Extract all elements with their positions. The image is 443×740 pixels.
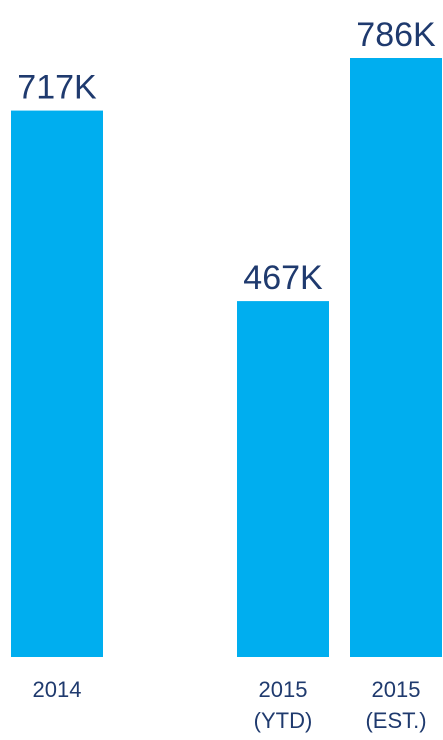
value-label-0: 717K xyxy=(17,69,97,107)
bar-0 xyxy=(11,110,103,657)
bars-group xyxy=(11,58,442,657)
category-label-1-line-0: 2015 xyxy=(259,677,308,702)
value-labels-group: 717K 467K 786K xyxy=(17,16,436,297)
value-label-1: 467K xyxy=(243,259,323,297)
category-labels-group: 2014 2015 (YTD) 2015 (EST.) xyxy=(33,677,427,733)
category-label-1-line-1: (YTD) xyxy=(254,708,313,733)
bar-1 xyxy=(237,301,329,657)
category-label-0-line-0: 2014 xyxy=(33,677,82,702)
category-label-2-line-1: (EST.) xyxy=(365,708,426,733)
value-label-2: 786K xyxy=(356,16,436,54)
category-label-2-line-0: 2015 xyxy=(372,677,421,702)
bar-2 xyxy=(350,58,442,657)
